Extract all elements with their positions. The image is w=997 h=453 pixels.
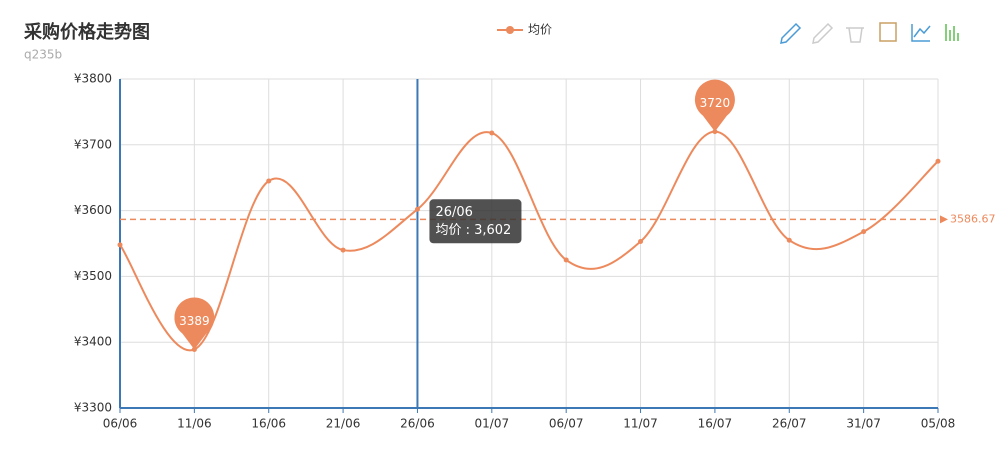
data-point bbox=[563, 257, 569, 263]
tool-zoom[interactable] bbox=[780, 22, 802, 44]
legend-label: 均价 bbox=[528, 23, 552, 37]
y-tick-label: ¥3800 bbox=[74, 72, 112, 86]
tooltip-box bbox=[429, 199, 522, 244]
average-arrow bbox=[940, 215, 948, 224]
mark-pin bbox=[174, 297, 215, 350]
x-tick-label: 11/06 bbox=[177, 417, 212, 431]
legend-item[interactable]: 均价 bbox=[497, 23, 552, 37]
tooltip-title: 26/06 bbox=[435, 205, 472, 220]
chart-title: 采购价格走势图 bbox=[23, 21, 150, 43]
toolbox bbox=[780, 22, 959, 44]
chart-subtitle: q235b bbox=[24, 48, 62, 62]
data-point bbox=[340, 247, 346, 253]
y-tick-label: ¥3300 bbox=[74, 401, 112, 415]
x-tick-label: 06/06 bbox=[103, 417, 138, 431]
x-tick-label: 16/07 bbox=[698, 417, 733, 431]
series-line bbox=[119, 130, 939, 352]
legend-symbol bbox=[506, 26, 514, 34]
data-point bbox=[117, 242, 123, 248]
y-tick-label: ¥3700 bbox=[74, 137, 112, 151]
mark-label: 3720 bbox=[700, 96, 731, 110]
x-tick-label: 16/06 bbox=[251, 417, 286, 431]
y-tick-label: ¥3600 bbox=[74, 203, 112, 217]
data-point bbox=[935, 158, 941, 164]
x-tick-label: 21/06 bbox=[326, 417, 361, 431]
y-tick-label: ¥3400 bbox=[74, 335, 112, 349]
data-point bbox=[786, 237, 792, 243]
average-label: 3586.67 bbox=[950, 212, 996, 225]
mark-label: 3389 bbox=[179, 314, 210, 328]
x-tick-label: 05/08 bbox=[921, 417, 956, 431]
data-point bbox=[861, 229, 867, 235]
mark-pin bbox=[694, 79, 735, 132]
tool-data-view[interactable] bbox=[879, 22, 897, 42]
data-point bbox=[414, 206, 420, 212]
tool-bar[interactable] bbox=[945, 24, 959, 41]
x-tick-label: 11/07 bbox=[623, 417, 658, 431]
tooltip-text: 均价 : 3,602 bbox=[435, 223, 511, 238]
x-tick-label: 01/07 bbox=[475, 417, 510, 431]
tool-zoom-reset[interactable] bbox=[812, 22, 834, 44]
data-point bbox=[489, 130, 495, 136]
data-point bbox=[638, 239, 644, 245]
x-tick-label: 06/07 bbox=[549, 417, 584, 431]
x-tick-label: 26/07 bbox=[772, 417, 807, 431]
x-tick-label: 26/06 bbox=[400, 417, 435, 431]
data-point bbox=[266, 178, 272, 184]
tool-restore[interactable] bbox=[846, 27, 864, 43]
x-tick-label: 31/07 bbox=[846, 417, 881, 431]
tool-line[interactable] bbox=[911, 24, 931, 42]
y-tick-label: ¥3500 bbox=[74, 269, 112, 283]
